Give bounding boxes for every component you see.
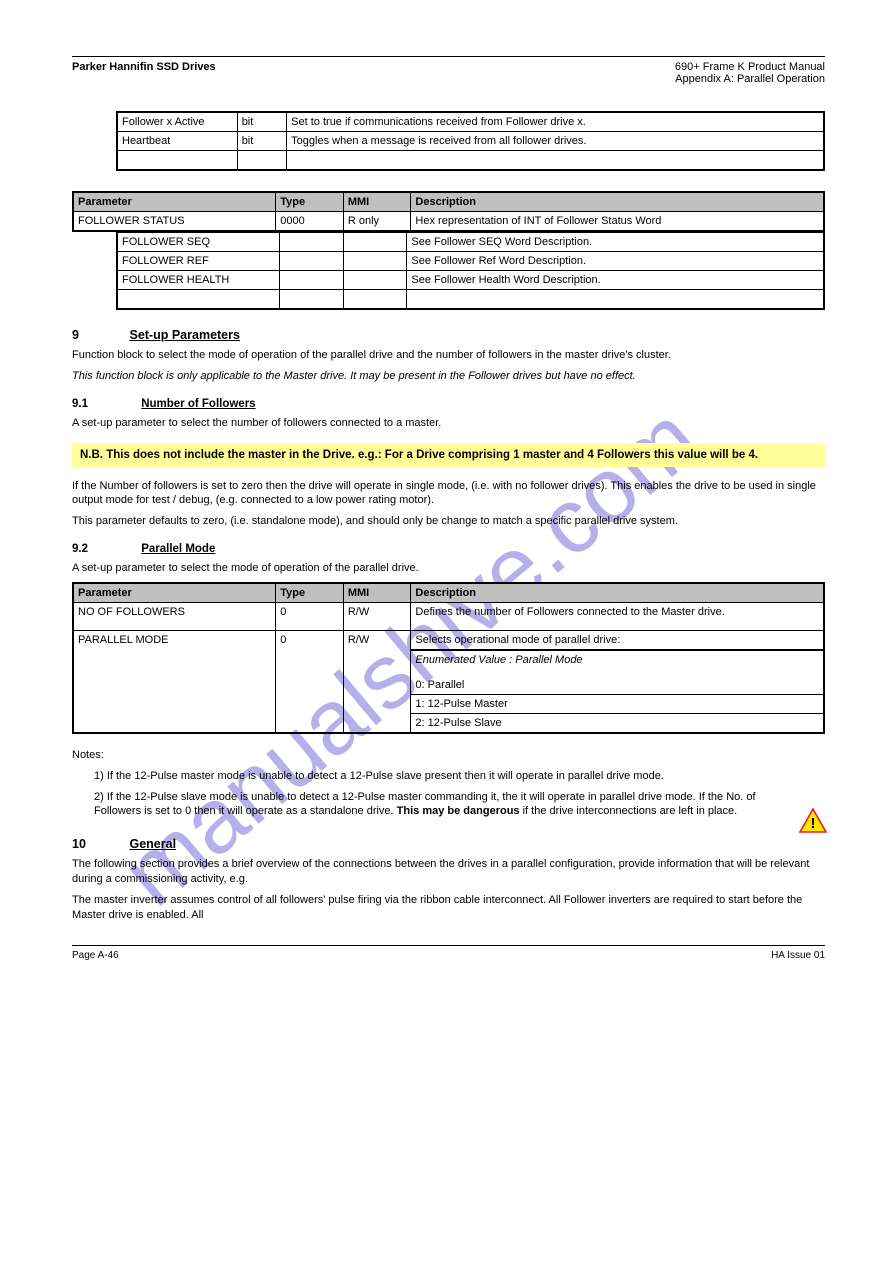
cell: Enumerated Value : Parallel Mode <box>415 654 582 666</box>
section-9-p1: Function block to select the mode of ope… <box>72 348 825 363</box>
cell: 1: 12-Pulse Master <box>415 698 507 710</box>
col-parameter: Parameter <box>78 587 132 599</box>
parameter-table-2: Parameter Type MMI Description NO OF FOL… <box>72 582 825 734</box>
section-num: 10 <box>72 837 126 851</box>
section-9-2-heading: 9.2 Parallel Mode <box>72 543 825 555</box>
note-1: 1) If the 12-Pulse master mode is unable… <box>94 769 825 784</box>
body-text: If the Number of followers is set to zer… <box>72 479 825 509</box>
section-9-1-heading: 9.1 Number of Followers <box>72 398 825 410</box>
cell: FOLLOWER STATUS <box>78 215 185 227</box>
section-9-p2: This function block is only applicable t… <box>72 369 825 384</box>
col-desc: Description <box>415 196 476 208</box>
parameter-table-1: Parameter Type MMI Description FOLLOWER … <box>72 191 825 232</box>
table-header: Parameter Type MMI Description <box>73 192 824 212</box>
section-title: Parallel Mode <box>141 543 215 555</box>
note-2b-bold: This may be dangerous <box>397 805 520 817</box>
page-footer: Page A-46 HA Issue 01 <box>72 950 825 961</box>
col-mmi: MMI <box>348 587 369 599</box>
parameter-table-1-sub: FOLLOWER SEQ See Follower SEQ Word Descr… <box>116 231 825 310</box>
cell: See Follower Ref Word Description. <box>411 255 586 267</box>
body-text: This parameter defaults to zero, (i.e. s… <box>72 514 825 529</box>
cell: Heartbeat <box>122 135 170 147</box>
section-title: Set-up Parameters <box>129 328 239 342</box>
col-mmi: MMI <box>348 196 369 208</box>
section-num: 9 <box>72 328 126 342</box>
section-num: 9.1 <box>72 398 138 410</box>
table-row <box>117 290 824 310</box>
cell: Defines the number of Followers connecte… <box>415 606 724 618</box>
footer-left: Page A-46 <box>72 950 119 961</box>
section-title: Number of Followers <box>141 398 255 410</box>
table-row: FOLLOWER REF See Follower Ref Word Descr… <box>117 252 824 271</box>
follower-bits-table: Follower x Active bit Set to true if com… <box>116 111 825 171</box>
section-9-2-p: A set-up parameter to select the mode of… <box>72 561 825 576</box>
cell: PARALLEL MODE <box>78 634 168 646</box>
section-title: General <box>129 837 176 851</box>
cell: 0 <box>280 634 286 646</box>
table-row: NO OF FOLLOWERS 0 R/W Defines the number… <box>73 602 824 630</box>
cell: See Follower Health Word Description. <box>411 274 600 286</box>
col-desc: Description <box>415 587 476 599</box>
header-left: Parker Hannifin SSD Drives <box>72 61 216 85</box>
notes-label: Notes: <box>72 748 825 763</box>
table-row: FOLLOWER HEALTH See Follower Health Word… <box>117 271 824 290</box>
table-row: FOLLOWER SEQ See Follower SEQ Word Descr… <box>117 232 824 252</box>
cell: 0 <box>280 606 286 618</box>
warning-icon: ! <box>799 808 827 834</box>
cell: See Follower SEQ Word Description. <box>411 236 592 248</box>
section-10-p1: The following section provides a brief o… <box>72 857 825 887</box>
cell: FOLLOWER HEALTH <box>122 274 229 286</box>
cell: R/W <box>348 634 369 646</box>
footer-rule <box>72 945 825 946</box>
header-right: 690+ Frame K Product Manual Appendix A: … <box>675 61 825 85</box>
col-type: Type <box>280 587 305 599</box>
header-right-1: 690+ Frame K Product Manual <box>675 61 825 73</box>
col-parameter: Parameter <box>78 196 132 208</box>
note-2: 2) If the 12-Pulse slave mode is unable … <box>94 790 825 820</box>
cell: Set to true if communications received f… <box>291 116 586 128</box>
cell: Selects operational mode of parallel dri… <box>415 634 620 646</box>
cell: Hex representation of INT of Follower St… <box>415 215 661 227</box>
col-type: Type <box>280 196 305 208</box>
cell: Toggles when a message is received from … <box>291 135 586 147</box>
cell: FOLLOWER REF <box>122 255 209 267</box>
note-2b-rest: if the drive interconnections are left i… <box>520 805 738 817</box>
cell: 0: Parallel <box>415 679 464 691</box>
table-row: PARALLEL MODE 0 R/W Selects operational … <box>73 630 824 650</box>
note-band: N.B. This does not include the master in… <box>72 443 825 467</box>
cell: R/W <box>348 606 369 618</box>
cell: NO OF FOLLOWERS <box>78 606 185 618</box>
table-header: Parameter Type MMI Description <box>73 583 824 603</box>
svg-text:!: ! <box>811 815 816 832</box>
cell: FOLLOWER SEQ <box>122 236 210 248</box>
table-row: Heartbeat bit Toggles when a message is … <box>117 132 824 151</box>
table-row: Follower x Active bit Set to true if com… <box>117 112 824 132</box>
section-9-heading: 9 Set-up Parameters <box>72 328 825 342</box>
section-10-heading: 10 General <box>72 837 825 851</box>
cell: bit <box>242 116 254 128</box>
section-9-1-p: A set-up parameter to select the number … <box>72 416 825 431</box>
footer-right: HA Issue 01 <box>771 950 825 961</box>
header-right-2: Appendix A: Parallel Operation <box>675 73 825 85</box>
section-10-p2: The master inverter assumes control of a… <box>72 893 825 923</box>
cell: 2: 12-Pulse Slave <box>415 717 501 729</box>
cell: bit <box>242 135 254 147</box>
cell: 0000 <box>280 215 304 227</box>
header-rule <box>72 56 825 57</box>
cell: Follower x Active <box>122 116 205 128</box>
table-row <box>117 151 824 171</box>
table-row: FOLLOWER STATUS 0000 R only Hex represen… <box>73 212 824 232</box>
section-num: 9.2 <box>72 543 138 555</box>
page-header: Parker Hannifin SSD Drives 690+ Frame K … <box>72 61 825 85</box>
cell: R only <box>348 215 379 227</box>
